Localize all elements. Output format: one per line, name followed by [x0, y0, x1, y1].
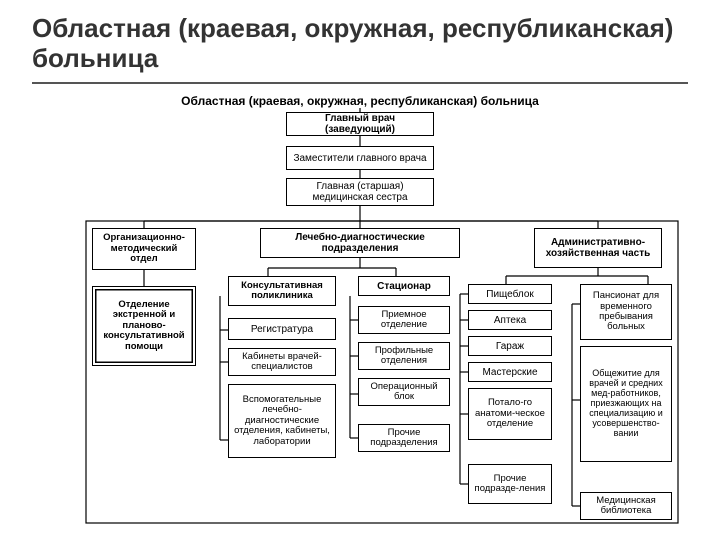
node-workshops: Мастерские	[468, 362, 552, 382]
node-specialist-offices: Кабинеты врачей-специалистов	[228, 348, 336, 376]
node-pansionat: Пансионат для временного пребывания боль…	[580, 284, 672, 340]
node-aux-labs: Вспомогательные лечебно-диагностические …	[228, 384, 336, 458]
node-other-c: Прочие подразде-ления	[468, 464, 552, 504]
node-garage: Гараж	[468, 336, 552, 356]
node-med-library: Медицинская библиотека	[580, 492, 672, 520]
node-org-method: Организационно-методический отдел	[92, 228, 196, 270]
slide-title: Областная (краевая, окружная, республика…	[32, 14, 688, 74]
node-admission: Приемное отделение	[358, 306, 450, 334]
node-pharmacy: Аптека	[468, 310, 552, 330]
node-deputies: Заместители главного врача	[286, 146, 434, 170]
title-underline	[32, 82, 688, 84]
node-emergency-dept: Отделение экстренной и планово-консульта…	[92, 286, 196, 366]
node-diagnostic-dept: Лечебно-диагностические подразделения	[260, 228, 460, 258]
node-col-a-head: Консультативная поликлиника	[228, 276, 336, 306]
node-pathology: Потало-го анатоми-ческое отделение	[468, 388, 552, 440]
node-registry: Регистратура	[228, 318, 336, 340]
node-other-b: Прочие подразделения	[358, 424, 450, 452]
node-admin-econ: Административно-хозяйственная часть	[534, 228, 662, 268]
node-profile-dept: Профильные отделения	[358, 342, 450, 370]
chart-title: Областная (краевая, окружная, республика…	[0, 94, 720, 108]
node-foodblock: Пищеблок	[468, 284, 552, 304]
node-dormitory: Общежитие для врачей и средних мед-работ…	[580, 346, 672, 462]
node-chief-nurse: Главная (старшая) медицинская сестра	[286, 178, 434, 206]
node-col-b-head: Стационар	[358, 276, 450, 296]
node-chief-doctor: Главный врач (заведующий)	[286, 112, 434, 136]
node-operating-block: Операционный блок	[358, 378, 450, 406]
